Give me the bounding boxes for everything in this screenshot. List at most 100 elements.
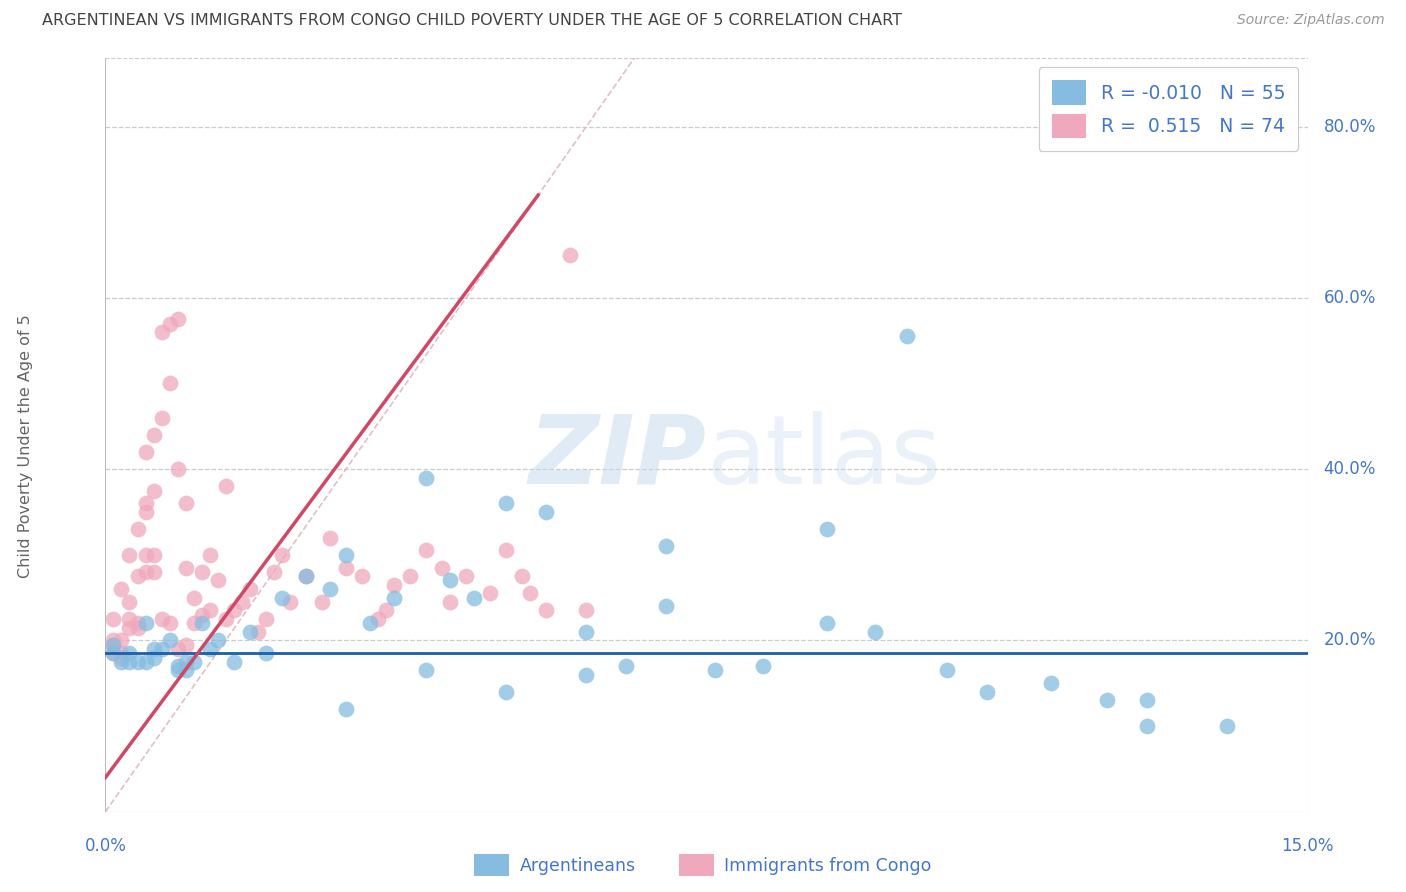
- Point: [183, 591, 205, 605]
- Point: [183, 616, 205, 631]
- Point: [103, 633, 125, 648]
- Point: [150, 642, 173, 657]
- Point: [190, 607, 212, 622]
- Point: [142, 483, 165, 498]
- Point: [495, 496, 517, 510]
- Point: [415, 543, 437, 558]
- Point: [118, 621, 141, 635]
- Point: [510, 569, 533, 583]
- Point: [495, 543, 517, 558]
- Legend: Argentineans, Immigrants from Congo: Argentineans, Immigrants from Congo: [467, 847, 939, 883]
- Point: [1136, 693, 1159, 707]
- Text: 20.0%: 20.0%: [1323, 632, 1376, 649]
- Text: 60.0%: 60.0%: [1323, 289, 1376, 307]
- Point: [142, 427, 165, 442]
- Point: [367, 612, 389, 626]
- Point: [382, 591, 405, 605]
- Text: 80.0%: 80.0%: [1323, 118, 1376, 136]
- Point: [254, 646, 277, 660]
- Point: [166, 462, 188, 476]
- Point: [519, 586, 541, 600]
- Point: [263, 565, 285, 579]
- Point: [183, 655, 205, 669]
- Point: [374, 603, 398, 617]
- Point: [382, 578, 405, 592]
- Point: [1216, 719, 1239, 733]
- Point: [118, 655, 141, 669]
- Point: [127, 522, 149, 536]
- Point: [655, 599, 678, 614]
- Point: [350, 569, 373, 583]
- Point: [198, 548, 221, 562]
- Point: [150, 612, 173, 626]
- Point: [110, 650, 132, 665]
- Point: [142, 565, 165, 579]
- Point: [815, 522, 838, 536]
- Point: [142, 548, 165, 562]
- Point: [110, 633, 132, 648]
- Point: [127, 655, 149, 669]
- Point: [110, 646, 132, 660]
- Point: [311, 595, 333, 609]
- Point: [295, 569, 318, 583]
- Point: [463, 591, 485, 605]
- Point: [135, 548, 157, 562]
- Point: [118, 646, 141, 660]
- Point: [110, 655, 132, 669]
- Point: [415, 664, 437, 678]
- Point: [239, 582, 262, 596]
- Point: [254, 612, 277, 626]
- Point: [103, 612, 125, 626]
- Point: [159, 616, 181, 631]
- Point: [118, 612, 141, 626]
- Point: [335, 548, 357, 562]
- Point: [103, 638, 125, 652]
- Point: [575, 667, 598, 681]
- Point: [815, 616, 838, 631]
- Point: [278, 595, 301, 609]
- Point: [454, 569, 477, 583]
- Point: [118, 595, 141, 609]
- Point: [534, 505, 557, 519]
- Point: [198, 642, 221, 657]
- Point: [863, 624, 886, 639]
- Point: [1097, 693, 1119, 707]
- Point: [575, 624, 598, 639]
- Point: [1040, 676, 1063, 690]
- Text: 0.0%: 0.0%: [84, 838, 127, 855]
- Point: [135, 655, 157, 669]
- Point: [166, 659, 188, 673]
- Point: [142, 650, 165, 665]
- Point: [479, 586, 502, 600]
- Point: [439, 574, 461, 588]
- Point: [655, 539, 678, 553]
- Point: [976, 685, 998, 699]
- Point: [246, 624, 269, 639]
- Point: [174, 496, 197, 510]
- Legend: R = -0.010   N = 55, R =  0.515   N = 74: R = -0.010 N = 55, R = 0.515 N = 74: [1039, 68, 1298, 151]
- Point: [214, 479, 236, 493]
- Point: [439, 595, 461, 609]
- Point: [239, 624, 262, 639]
- Point: [118, 548, 141, 562]
- Point: [166, 664, 188, 678]
- Text: ARGENTINEAN VS IMMIGRANTS FROM CONGO CHILD POVERTY UNDER THE AGE OF 5 CORRELATIO: ARGENTINEAN VS IMMIGRANTS FROM CONGO CHI…: [42, 13, 903, 29]
- Point: [335, 702, 357, 716]
- Point: [198, 603, 221, 617]
- Point: [270, 548, 292, 562]
- Point: [174, 638, 197, 652]
- Text: ZIP: ZIP: [529, 411, 707, 504]
- Point: [751, 659, 773, 673]
- Point: [159, 633, 181, 648]
- Point: [127, 621, 149, 635]
- Point: [142, 642, 165, 657]
- Point: [222, 603, 245, 617]
- Point: [319, 582, 342, 596]
- Point: [159, 376, 181, 391]
- Text: 40.0%: 40.0%: [1323, 460, 1376, 478]
- Point: [430, 560, 453, 574]
- Point: [135, 565, 157, 579]
- Point: [135, 496, 157, 510]
- Point: [1136, 719, 1159, 733]
- Point: [207, 574, 229, 588]
